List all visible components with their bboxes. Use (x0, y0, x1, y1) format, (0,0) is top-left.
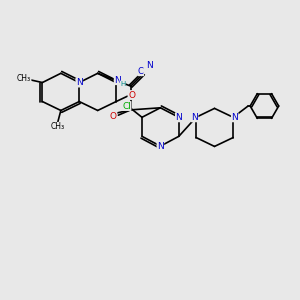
Text: CH₃: CH₃ (17, 74, 31, 83)
Text: C: C (138, 67, 144, 76)
Text: N: N (231, 113, 238, 122)
Text: O: O (128, 91, 135, 100)
Text: O: O (110, 112, 117, 121)
Text: Cl: Cl (122, 101, 131, 110)
Text: N: N (146, 61, 152, 70)
Text: N: N (176, 113, 182, 122)
Text: N: N (191, 113, 198, 122)
Text: N: N (157, 142, 164, 151)
Text: N: N (114, 76, 121, 85)
Text: CH₃: CH₃ (51, 122, 65, 131)
Text: N: N (76, 78, 83, 87)
Text: H: H (120, 81, 125, 87)
